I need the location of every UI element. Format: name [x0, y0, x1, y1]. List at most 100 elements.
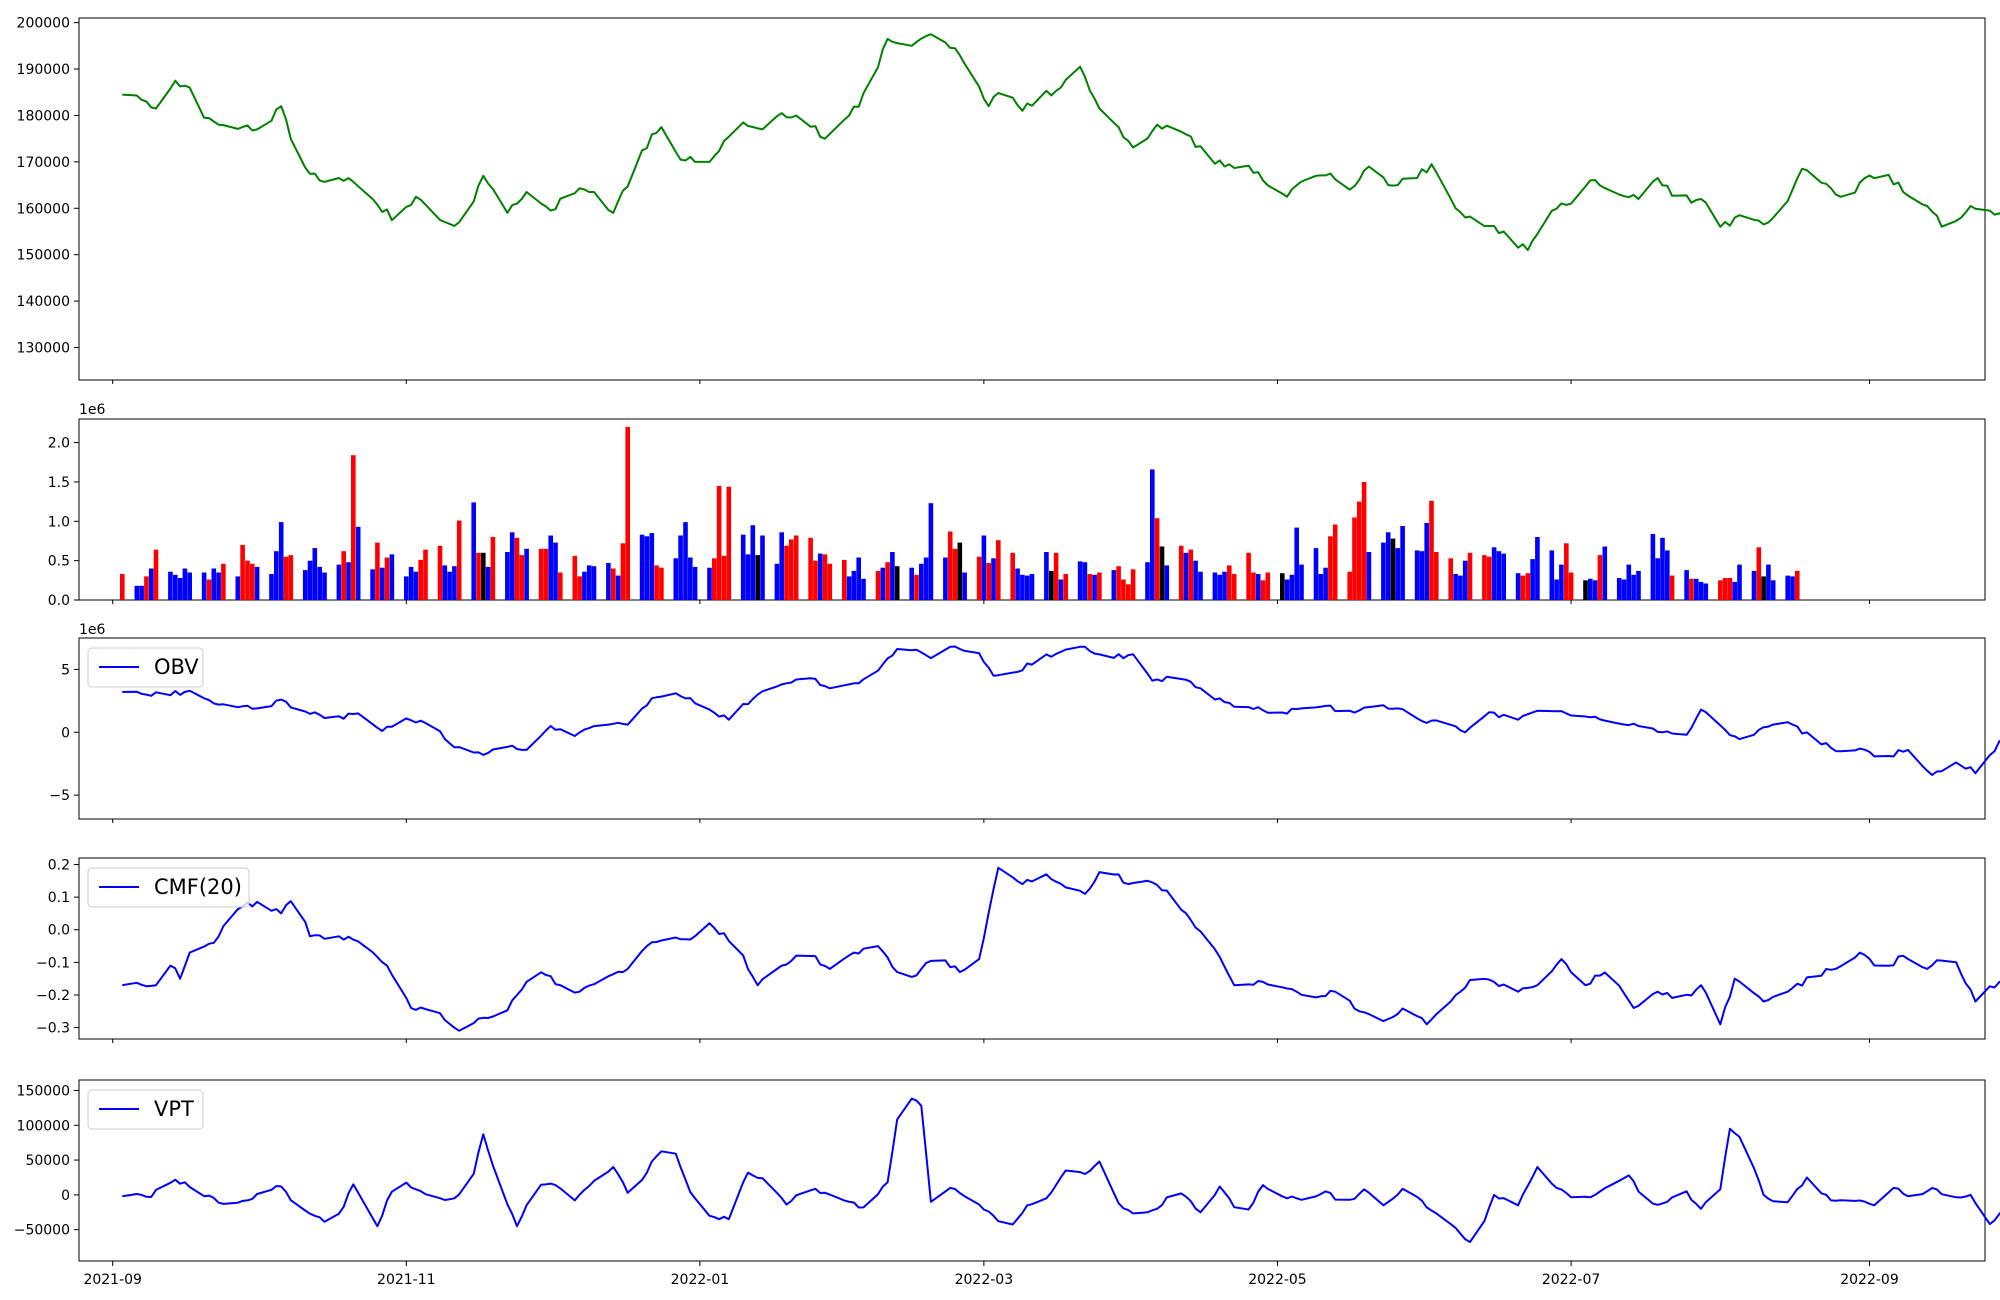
y-tick-label: −0.1	[36, 955, 70, 971]
volume-bar	[341, 551, 346, 600]
volume-bar	[745, 554, 751, 600]
volume-bar	[1318, 574, 1324, 600]
y-tick-label: 0.2	[48, 858, 70, 874]
volume-bar	[177, 578, 183, 600]
volume-bar	[1626, 564, 1632, 600]
volume-bar	[620, 543, 626, 600]
volume-bar	[692, 566, 698, 600]
volume-bar	[1188, 549, 1194, 600]
volume-bar	[1381, 542, 1386, 600]
volume-bar	[283, 556, 289, 600]
volume-bar	[317, 566, 322, 600]
volume-bar	[490, 537, 496, 600]
volume-bar	[553, 542, 558, 600]
volume-bar	[716, 485, 722, 600]
volume-bar	[1756, 547, 1762, 600]
y-tick-label: −5	[49, 788, 70, 804]
volume-bar	[1520, 575, 1526, 600]
volume-bar	[1313, 548, 1319, 600]
volume-bar	[1616, 578, 1622, 600]
volume-bar	[206, 579, 212, 600]
volume-bar	[187, 572, 192, 600]
volume-bar	[1015, 568, 1020, 600]
volume-bar	[808, 537, 813, 600]
volume-bar	[1126, 584, 1131, 600]
volume-bar	[437, 545, 443, 600]
volume-bar	[1357, 501, 1362, 600]
volume-bar	[481, 552, 486, 600]
y-tick-label: 50000	[25, 1153, 70, 1169]
vpt-panel: −50000 0 50000 100000 150000 VPT	[14, 1079, 2000, 1262]
cmf-y-axis: −0.3 −0.2 −0.1 0.0 0.1 0.2	[36, 858, 79, 1037]
volume-bar	[1130, 569, 1136, 600]
y-tick-label: −0.3	[36, 1021, 70, 1037]
volume-bar	[1564, 543, 1569, 600]
volume-bar	[1424, 522, 1429, 600]
volume-bar	[442, 565, 448, 600]
volume-bar	[384, 557, 390, 600]
volume-bar	[1284, 579, 1290, 600]
volume-bar	[1077, 561, 1083, 600]
volume-bar	[168, 571, 173, 600]
volume-bar	[885, 562, 890, 600]
volume-bar	[375, 542, 380, 600]
vpt-legend-box	[87, 1089, 204, 1130]
volume-bar	[740, 534, 746, 600]
volume-bar	[1087, 574, 1093, 600]
volume-bar	[1549, 550, 1555, 600]
volume-bar	[1766, 564, 1771, 600]
x-tick-label: 2022-07	[1542, 1272, 1601, 1288]
volume-bar	[153, 549, 159, 600]
volume-bar	[688, 557, 693, 600]
volume-bar	[1718, 580, 1723, 600]
volume-bar	[1458, 575, 1463, 600]
volume-bar	[890, 552, 895, 600]
cmf-axes-frame	[78, 857, 1986, 1040]
volume-bar	[514, 537, 520, 600]
y-tick-label: 0	[61, 1188, 70, 1204]
volume-bar	[894, 566, 900, 600]
volume-bar	[976, 556, 982, 600]
volume-bar	[1217, 574, 1222, 600]
volume-bar	[148, 568, 154, 600]
obv-y-axis: −5 0 5	[49, 662, 79, 804]
volume-bar	[1597, 555, 1603, 600]
vpt-y-axis: −50000 0 50000 100000 150000	[14, 1083, 79, 1239]
volume-bar	[1636, 570, 1641, 600]
volume-bar	[1366, 552, 1372, 600]
volume-bar	[1525, 573, 1531, 600]
volume-bar	[1482, 555, 1487, 600]
volume-bar	[1058, 579, 1064, 600]
volume-bar	[1111, 570, 1117, 600]
x-tick-label: 2022-03	[955, 1272, 1014, 1288]
y-tick-label: 190000	[17, 62, 70, 78]
y-tick-label: 0	[61, 725, 70, 741]
volume-bar	[524, 548, 529, 600]
volume-bar	[943, 557, 948, 600]
volume-bar	[914, 574, 919, 600]
volume-bar	[1693, 578, 1699, 600]
volume-bar	[519, 555, 525, 600]
volume-bar	[1621, 579, 1627, 600]
volume-bar	[923, 557, 929, 600]
volume-bar	[1602, 546, 1608, 600]
y-tick-label: 150000	[17, 1083, 70, 1099]
volume-bar	[274, 551, 279, 600]
volume-bar	[408, 566, 414, 600]
volume-bar	[851, 570, 857, 600]
volume-bar	[1092, 574, 1097, 600]
y-tick-label: 0.5	[48, 554, 70, 570]
volume-bar	[1246, 552, 1251, 600]
volume-bar	[1467, 552, 1473, 600]
y-tick-label: 130000	[17, 341, 70, 357]
volume-bar	[1154, 518, 1160, 600]
volume-bar	[1592, 580, 1598, 600]
volume-bar	[485, 566, 491, 600]
volume-bar	[1703, 583, 1709, 600]
volume-bar	[404, 576, 409, 600]
y-tick-label: −0.2	[36, 988, 70, 1004]
volume-bar	[1361, 482, 1367, 600]
volume-bar	[1328, 536, 1333, 600]
obv-panel: 1e6 −5 0 5 OBV	[49, 622, 2000, 820]
